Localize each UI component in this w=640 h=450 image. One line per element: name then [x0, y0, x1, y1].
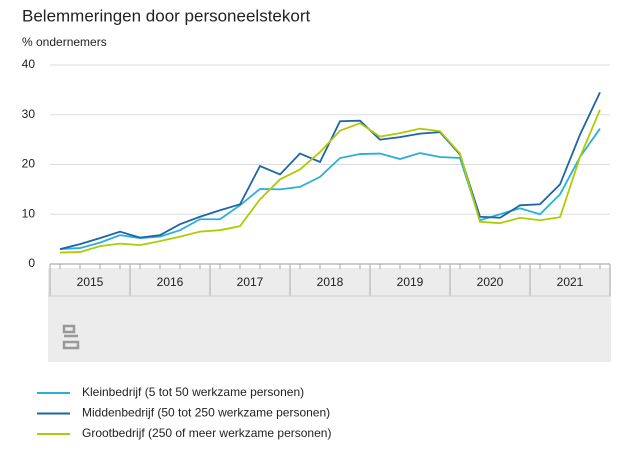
x-axis-panel — [48, 268, 611, 362]
y-tick-label: 40 — [22, 57, 36, 71]
legend-label: Middenbedrijf (50 tot 250 werkzame perso… — [82, 406, 330, 420]
series-line — [59, 109, 601, 254]
chart-title: Belemmeringen door personeelstekort — [22, 6, 310, 25]
legend-label: Kleinbedrijf (5 tot 50 werkzame personen… — [82, 385, 304, 399]
y-tick-label: 20 — [22, 157, 36, 171]
series-line — [59, 91, 601, 250]
y-tick-label: 10 — [22, 206, 36, 220]
x-tick-label: 2021 — [557, 275, 584, 289]
x-tick-label: 2016 — [157, 275, 184, 289]
x-tick-label: 2015 — [77, 275, 104, 289]
series-line — [59, 128, 601, 250]
x-tick-label: 2018 — [317, 275, 344, 289]
cbs-logo — [62, 324, 80, 350]
y-tick-label: 0 — [28, 256, 35, 270]
legend-label: Grootbedrijf (250 of meer werkzame perso… — [82, 426, 331, 440]
x-tick-label: 2019 — [397, 275, 424, 289]
x-tick-label: 2017 — [237, 275, 264, 289]
y-axis-label: % ondernemers — [22, 35, 107, 49]
x-tick-label: 2020 — [477, 275, 504, 289]
y-tick-label: 30 — [22, 107, 36, 121]
